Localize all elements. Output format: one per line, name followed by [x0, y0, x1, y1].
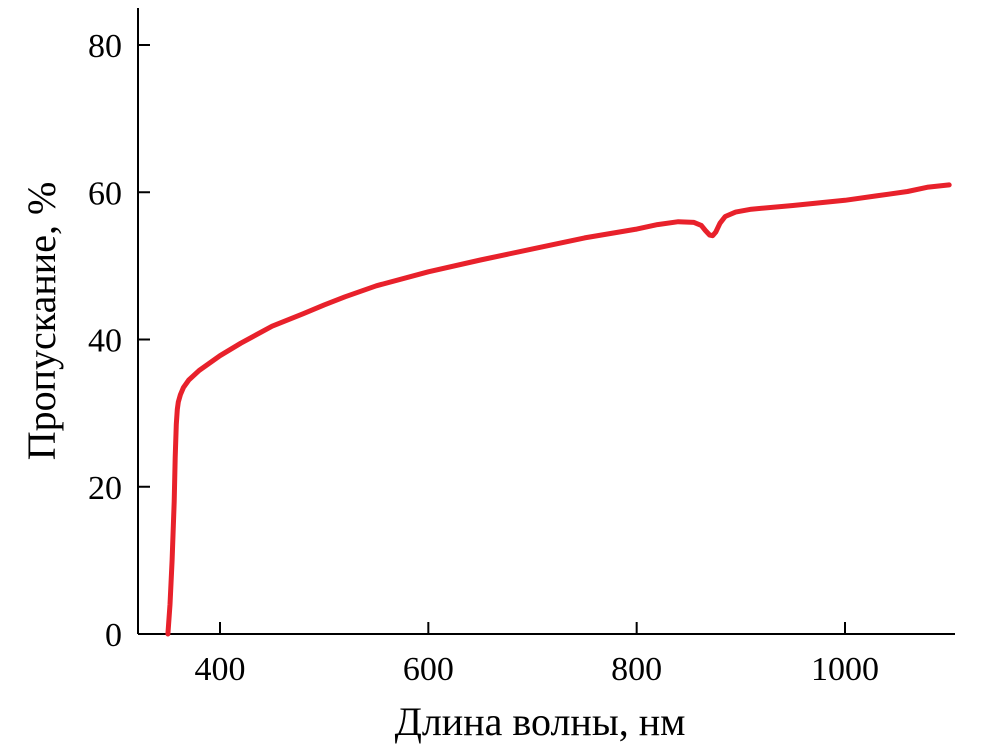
x-axis-title: Длина волны, нм [395, 699, 686, 744]
x-axis-ticks: 400 600 800 1000 [195, 622, 879, 688]
y-tick-label: 40 [88, 323, 122, 360]
x-tick-label: 1000 [811, 651, 879, 688]
x-tick-label: 800 [611, 651, 662, 688]
y-tick-label: 0 [105, 617, 122, 654]
y-tick-label: 80 [88, 28, 122, 65]
y-axis-title: Пропускание, % [19, 182, 64, 461]
y-tick-label: 60 [88, 175, 122, 212]
y-tick-label: 20 [88, 470, 122, 507]
x-tick-label: 400 [195, 651, 246, 688]
x-tick-label: 600 [403, 651, 454, 688]
transmission-series-line [165, 182, 952, 637]
y-axis-ticks: 0 20 40 60 80 [88, 28, 150, 654]
